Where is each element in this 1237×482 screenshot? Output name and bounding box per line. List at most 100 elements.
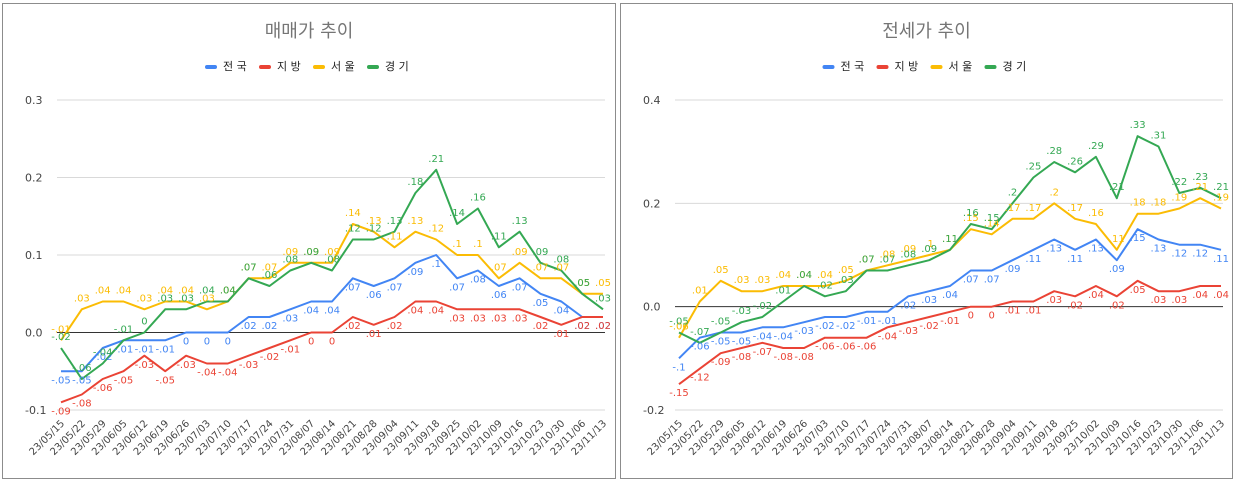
data-label: .08 — [553, 255, 569, 266]
data-label: 0 — [989, 311, 995, 322]
data-label: .04 — [796, 270, 812, 281]
data-label: -.06 — [669, 322, 689, 333]
data-label: .03 — [1151, 295, 1167, 306]
data-label: .09 — [407, 267, 423, 278]
data-label: 0 — [141, 317, 147, 328]
series-line-1 — [678, 279, 1221, 386]
data-label: -.02 — [815, 321, 835, 332]
data-label: .14 — [984, 218, 1000, 229]
data-label: -.08 — [794, 352, 814, 363]
data-label: .08 — [470, 275, 486, 286]
legend-item-3[interactable]: 경 기 — [367, 60, 409, 73]
data-label: .16 — [470, 193, 486, 204]
legend-item-0[interactable]: 전 국 — [205, 60, 247, 73]
data-label: -.04 — [773, 331, 793, 342]
data-label: -.05 — [72, 375, 92, 386]
data-label: -.01 — [857, 316, 877, 327]
data-label: -.04 — [197, 368, 217, 379]
data-label: .03 — [470, 313, 486, 324]
legend-item-2[interactable]: 서 울 — [930, 60, 973, 73]
data-label: .14 — [449, 208, 465, 219]
data-label: .07 — [241, 262, 257, 273]
data-label: -.06 — [93, 383, 113, 394]
data-label: .03 — [595, 293, 611, 304]
data-label: .03 — [491, 313, 507, 324]
data-label: .05 — [838, 265, 854, 276]
data-label: .05 — [713, 265, 729, 276]
y-tick-label: 0.2 — [25, 172, 43, 185]
data-label: .01 — [366, 329, 382, 340]
data-label: .21 — [1109, 182, 1125, 193]
data-label: -.02 — [836, 321, 856, 332]
data-label: .17 — [1067, 203, 1083, 214]
data-label: -.12 — [690, 373, 710, 384]
data-label: .08 — [282, 255, 298, 266]
data-label: -.09 — [711, 357, 731, 368]
y-axis: -0.20.00.20.4 — [643, 94, 1223, 417]
x-axis: 23/05/1523/05/2223/05/2923/06/0523/06/12… — [28, 418, 610, 458]
data-label: .03 — [838, 275, 854, 286]
data-labels-1: -.15-.12-.09 -.08 -.07 -.08 -.08-.06 -.06 -.06… — [669, 285, 1229, 399]
legend-item-2[interactable]: 서 울 — [313, 60, 355, 73]
data-label: .26 — [1067, 156, 1083, 167]
data-label: .13 — [387, 216, 403, 227]
data-label: .08 — [900, 249, 916, 260]
data-label: .18 — [407, 177, 423, 188]
data-label: .05 — [533, 298, 549, 309]
data-label: .2 — [1049, 187, 1059, 198]
data-label: .11 — [387, 231, 403, 242]
data-label: .03 — [74, 293, 90, 304]
data-labels-1: -.09-.08-.06-.05-.03-.05-.03-.04 -.04-.03… — [51, 306, 611, 418]
data-label: -.05 — [51, 375, 71, 386]
data-label: -.07 — [753, 347, 773, 358]
legend-swatch — [822, 65, 835, 69]
data-label: .25 — [1025, 162, 1041, 173]
data-label: .07 — [533, 262, 549, 273]
data-label: .09 — [303, 247, 319, 258]
legend-item-1[interactable]: 지 방 — [259, 60, 301, 73]
data-label: -.04 — [753, 331, 773, 342]
data-label: .1 — [924, 239, 934, 250]
data-label: -.03 — [794, 326, 814, 337]
data-label: .03 — [157, 293, 173, 304]
data-label: .03 — [734, 275, 750, 286]
chart-title: 매매가 추이 — [265, 21, 354, 42]
legend-label: 지 방 — [277, 60, 301, 73]
data-label: .03 — [199, 293, 215, 304]
legend-item-3[interactable]: 경 기 — [984, 60, 1027, 73]
data-label: .09 — [512, 247, 528, 258]
data-label: .12 — [366, 224, 382, 235]
data-label: .12 — [1171, 249, 1187, 260]
data-label: .04 — [220, 286, 236, 297]
data-label: .22 — [1171, 177, 1187, 188]
y-tick-label: 0.0 — [643, 301, 661, 314]
legend-swatch — [259, 65, 271, 69]
data-label: .01 — [1025, 306, 1041, 317]
data-label: -.1 — [672, 362, 685, 373]
legend-swatch — [876, 65, 889, 69]
data-label: .04 — [942, 290, 958, 301]
data-label: .04 — [178, 286, 194, 297]
data-label: .28 — [1046, 146, 1062, 157]
legend-label: 서 울 — [331, 60, 355, 73]
data-label: .04 — [817, 270, 833, 281]
legend-item-1[interactable]: 지 방 — [876, 60, 919, 73]
legend-label: 경 기 — [1003, 60, 1027, 73]
data-label: .07 — [345, 282, 361, 293]
data-label: 0 — [225, 337, 231, 348]
data-label: .03 — [921, 295, 937, 306]
y-tick-label: -0.1 — [25, 404, 46, 417]
data-label: .21 — [1213, 182, 1229, 193]
data-label: .07 — [984, 275, 1000, 286]
y-tick-label: 0.2 — [643, 197, 661, 210]
data-label: .1 — [431, 259, 441, 270]
data-label: .01 — [692, 286, 708, 297]
legend-label: 전 국 — [841, 60, 865, 73]
legend-item-0[interactable]: 전 국 — [822, 60, 865, 73]
data-label: .09 — [324, 247, 340, 258]
data-label: 0 — [183, 337, 189, 348]
data-label: .04 — [95, 286, 111, 297]
legend-label: 지 방 — [895, 60, 919, 73]
data-label: .04 — [157, 286, 173, 297]
